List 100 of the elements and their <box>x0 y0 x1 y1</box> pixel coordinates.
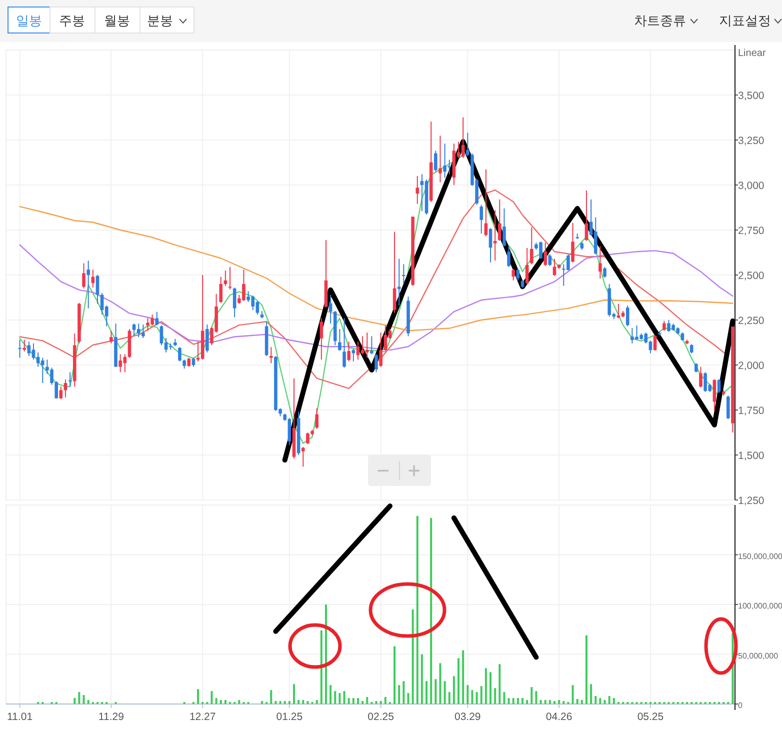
bar <box>320 630 322 704</box>
candlestick <box>356 341 360 360</box>
y-tick-label: 50,000,000 <box>738 651 779 660</box>
bar <box>462 650 464 704</box>
bar <box>375 701 378 704</box>
candlestick <box>438 135 442 183</box>
bar <box>366 697 368 704</box>
bar <box>562 701 565 704</box>
bar <box>476 692 478 704</box>
candlestick <box>584 190 588 242</box>
bar <box>590 684 592 704</box>
x-tick-label: 05.25 <box>637 711 664 723</box>
candlestick <box>502 208 506 247</box>
bar <box>576 699 578 704</box>
bar <box>270 690 272 704</box>
candlestick <box>269 346 273 364</box>
candlestick <box>626 305 630 327</box>
bar <box>599 698 602 704</box>
y-tick-label: 2,000 <box>738 360 764 372</box>
bar <box>553 701 556 704</box>
line-series <box>19 151 734 444</box>
bar <box>480 686 482 704</box>
candlestick <box>488 228 492 263</box>
bar <box>471 690 474 704</box>
x-tick-label: 01.25 <box>276 711 303 723</box>
candlestick <box>27 341 31 356</box>
bar <box>238 700 240 704</box>
bar <box>74 698 76 704</box>
candlestick <box>544 242 547 266</box>
candlestick <box>498 198 502 242</box>
x-tick-label: 12.27 <box>189 711 216 723</box>
text: 일봉 <box>16 13 42 28</box>
bar <box>362 701 364 704</box>
text: 차트종류 <box>634 13 686 28</box>
bar <box>380 701 382 704</box>
bar <box>439 663 442 704</box>
bar <box>330 685 332 704</box>
candlestick <box>384 324 388 352</box>
bar <box>512 698 514 704</box>
candlestick <box>315 408 318 430</box>
candlestick <box>338 328 342 352</box>
y-tick-label: 1,250 <box>738 495 764 507</box>
y-tick-label: 0 <box>738 701 743 710</box>
candlestick <box>717 378 721 394</box>
text: 월봉 <box>104 13 130 28</box>
candlestick <box>82 262 86 289</box>
bar <box>484 668 487 704</box>
y-tick-label: 2,500 <box>738 270 764 282</box>
bar <box>298 700 300 704</box>
bar <box>82 695 85 704</box>
bar <box>572 685 574 704</box>
bar <box>384 697 386 704</box>
text: 분봉 <box>147 13 173 28</box>
bar <box>544 700 546 704</box>
y-tick-label: 3,250 <box>738 135 764 147</box>
candlestick <box>228 266 232 290</box>
bar <box>402 681 405 704</box>
candlestick <box>206 324 209 353</box>
candlestick <box>493 210 497 262</box>
candlestick <box>40 357 44 384</box>
candlestick <box>480 204 484 234</box>
y-tick-label: 2,750 <box>738 225 764 237</box>
candlestick <box>219 276 223 304</box>
bar <box>302 700 304 704</box>
candlestick <box>352 348 356 362</box>
bar <box>324 604 327 704</box>
candlestick <box>365 332 369 358</box>
bar <box>458 658 460 704</box>
y-tick-label: 100,000,000 <box>738 602 782 610</box>
candlestick <box>603 266 606 278</box>
bar <box>452 676 455 704</box>
bar <box>420 654 423 704</box>
candlestick <box>525 248 529 284</box>
candlestick <box>347 341 350 362</box>
bar <box>197 689 200 704</box>
annotation: − <box>376 458 390 483</box>
bar <box>594 696 597 704</box>
candlestick <box>466 132 470 157</box>
candlestick <box>18 339 22 358</box>
candlestick <box>594 216 598 255</box>
text: 지표설정 <box>719 13 771 28</box>
bar <box>430 518 432 704</box>
y-tick-label: 2,250 <box>738 315 764 327</box>
candlestick <box>548 254 552 266</box>
bar <box>548 700 551 704</box>
candlestick <box>96 274 100 304</box>
bar <box>334 691 336 704</box>
bar <box>274 701 277 704</box>
candlestick <box>178 346 182 362</box>
bar <box>585 635 588 704</box>
y-tick-label: 3,500 <box>738 90 764 102</box>
bar <box>535 691 538 704</box>
candlestick <box>416 176 420 204</box>
bar <box>434 679 437 704</box>
candlestick <box>512 268 515 281</box>
text: 주봉 <box>59 13 85 28</box>
bar <box>348 698 350 704</box>
bar <box>448 692 450 704</box>
bar <box>352 698 354 704</box>
bar <box>516 698 519 704</box>
